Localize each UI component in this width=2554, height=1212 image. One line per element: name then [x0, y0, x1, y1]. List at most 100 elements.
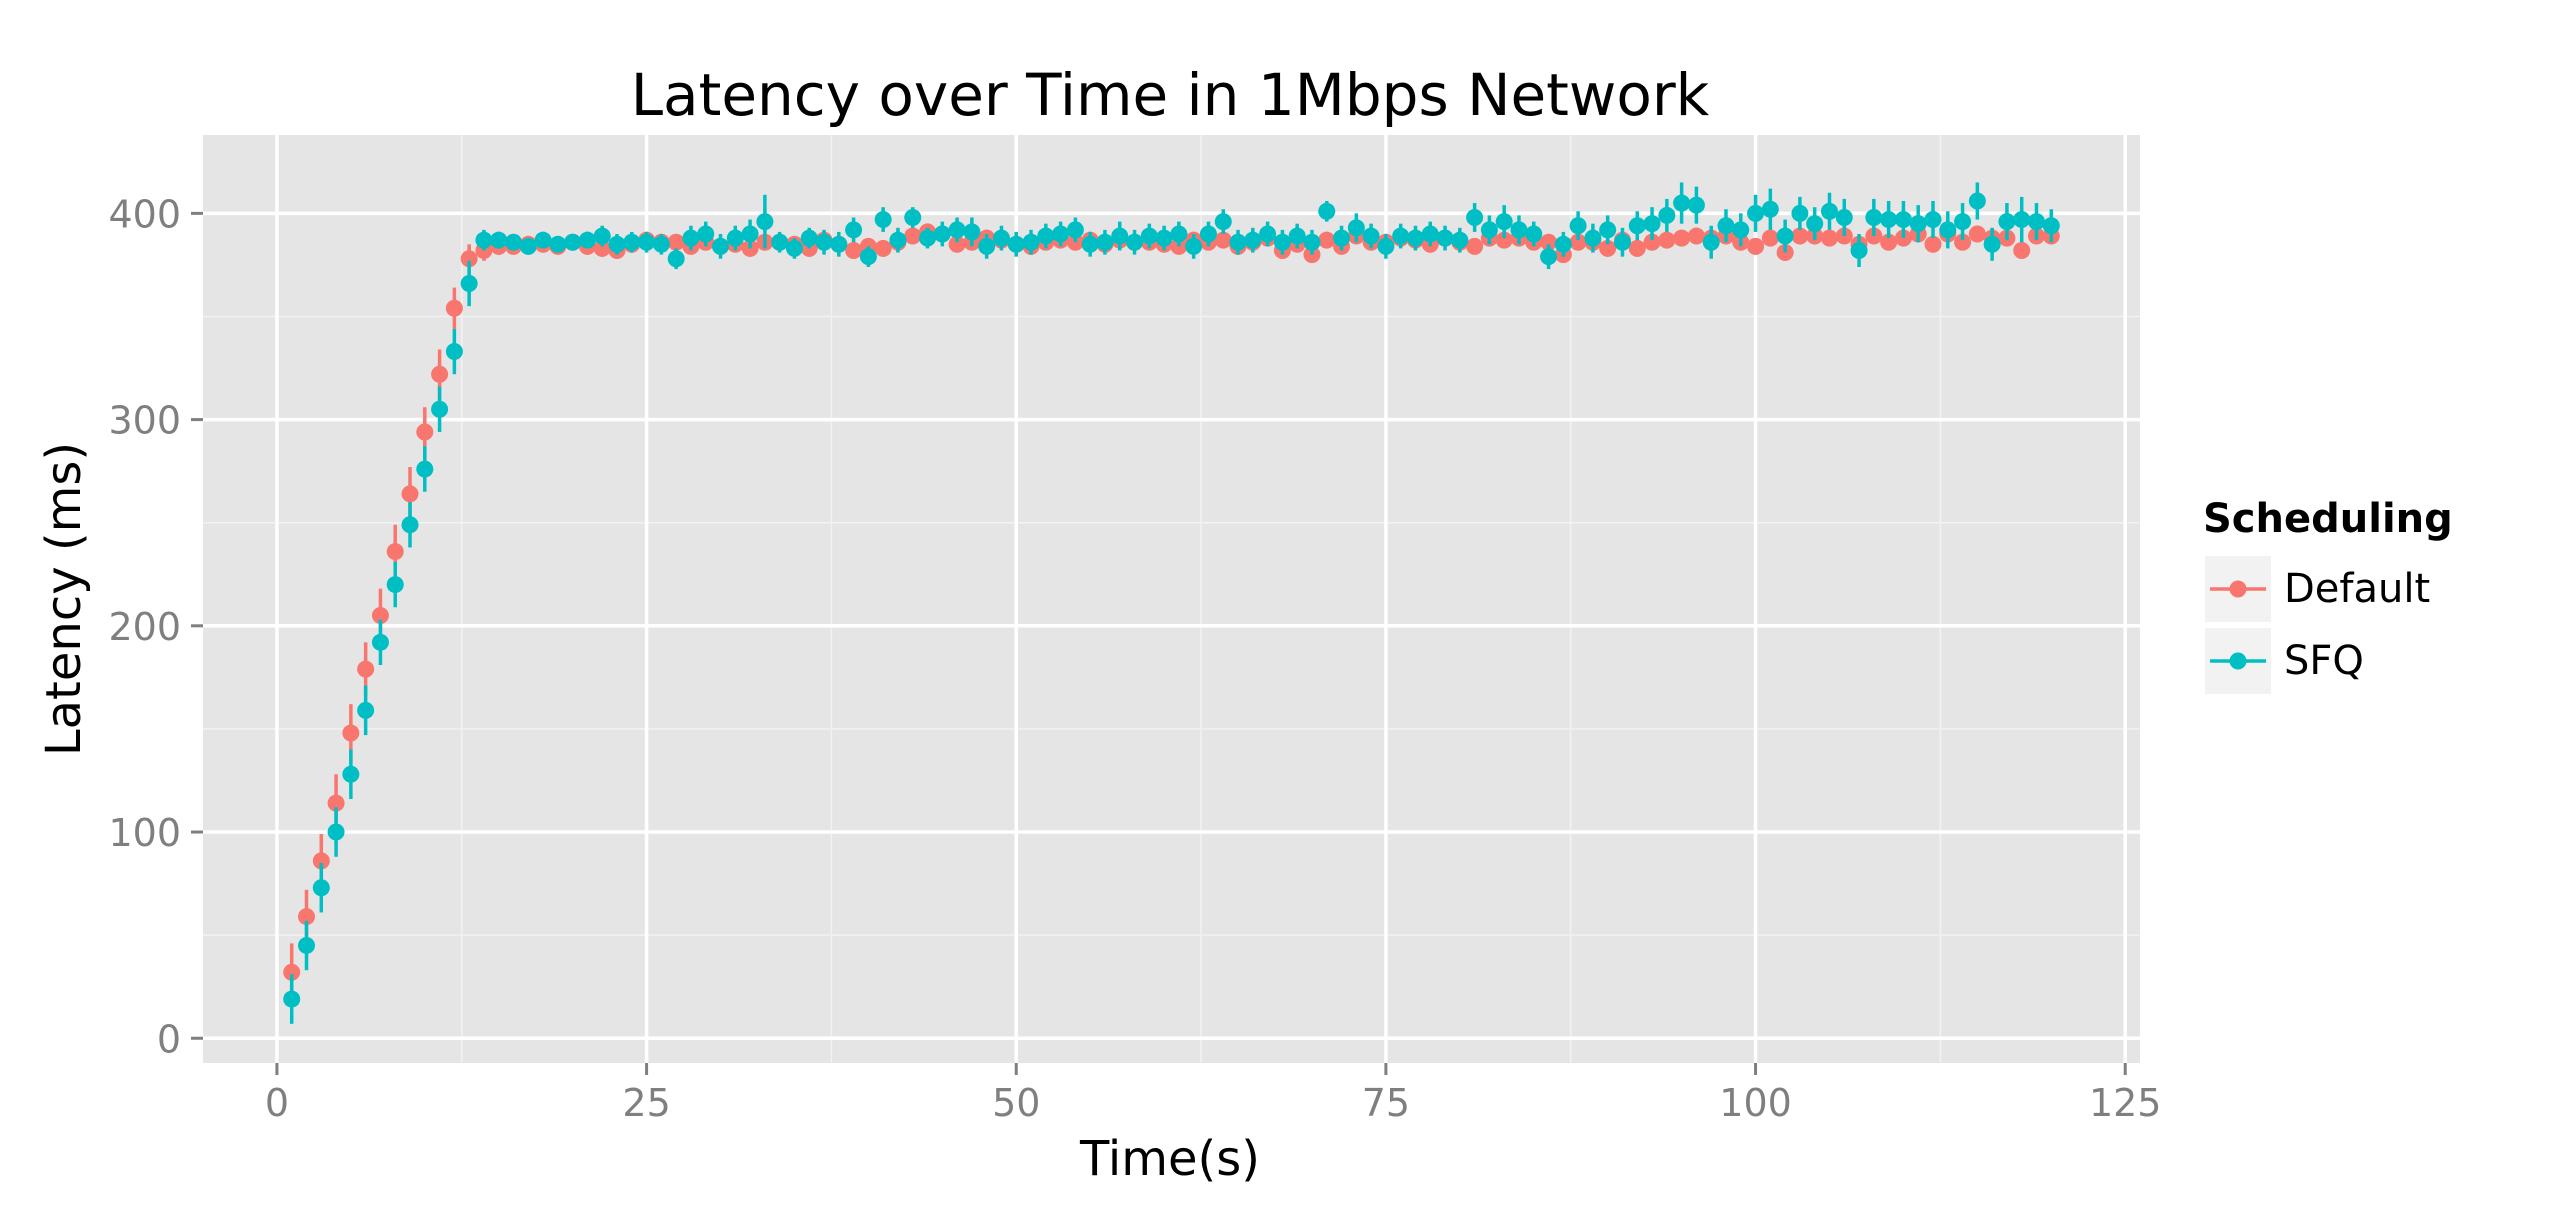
plot-background: [203, 135, 2140, 1063]
data-point-sfq: [1155, 229, 1173, 247]
data-point-sfq: [1880, 211, 1898, 229]
x-tick-label: 0: [265, 1081, 289, 1125]
data-point-sfq: [1288, 227, 1306, 245]
y-tick-label: 200: [108, 605, 181, 649]
data-point-sfq: [1673, 194, 1691, 212]
data-point-sfq: [1894, 211, 1912, 229]
data-point-sfq: [1540, 248, 1558, 266]
data-point-sfq: [1554, 235, 1572, 253]
data-point-sfq: [593, 227, 611, 245]
data-point-sfq: [667, 250, 685, 268]
y-tick-label: 300: [108, 399, 181, 443]
data-point-sfq: [386, 576, 404, 594]
data-point-sfq: [1628, 217, 1646, 235]
x-axis-label: Time(s): [1079, 1131, 1260, 1187]
data-point-default: [1968, 225, 1986, 243]
data-point-default: [593, 239, 611, 257]
legend: Scheduling Default SFQ: [2203, 496, 2453, 694]
series-sfq: [283, 182, 2060, 1024]
data-point-sfq: [1584, 229, 1602, 247]
data-point-sfq: [298, 936, 316, 954]
data-layer: [283, 182, 2060, 1024]
data-point-sfq: [1096, 233, 1114, 251]
data-point-sfq: [1658, 206, 1676, 224]
data-point-default: [445, 299, 463, 317]
data-point-sfq: [1761, 200, 1779, 218]
data-point-sfq: [1022, 233, 1040, 251]
data-point-sfq: [1525, 225, 1543, 243]
data-point-sfq: [519, 237, 537, 255]
data-point-sfq: [1318, 202, 1336, 220]
data-point-sfq: [578, 231, 596, 249]
legend-point-default: [2229, 580, 2247, 598]
data-point-default: [371, 606, 389, 624]
data-point-sfq: [1820, 202, 1838, 220]
data-point-sfq: [1199, 225, 1217, 243]
data-point-sfq: [1569, 217, 1587, 235]
data-point-sfq: [1081, 235, 1099, 253]
data-point-sfq: [1865, 208, 1883, 226]
data-point-sfq: [1303, 233, 1321, 251]
data-point-default: [1880, 233, 1898, 251]
data-point-sfq: [1185, 237, 1203, 255]
data-point-sfq: [1954, 213, 1972, 231]
data-point-sfq: [1613, 233, 1631, 251]
y-tick-label: 100: [108, 811, 181, 855]
x-tick-label: 25: [622, 1081, 670, 1125]
y-axis-label: Latency (ms): [36, 442, 92, 756]
data-point-sfq: [1170, 225, 1188, 243]
data-point-sfq: [1791, 204, 1809, 222]
data-point-sfq: [1007, 235, 1025, 253]
data-point-sfq: [475, 231, 493, 249]
legend-items: Default SFQ: [2205, 556, 2430, 694]
legend-title: Scheduling: [2203, 496, 2453, 542]
data-point-sfq: [357, 701, 375, 719]
data-point-sfq: [874, 211, 892, 229]
data-point-sfq: [859, 248, 877, 266]
data-point-sfq: [1776, 227, 1794, 245]
data-point-default: [431, 365, 449, 383]
x-tick-label: 125: [2089, 1081, 2162, 1125]
data-point-sfq: [1392, 227, 1410, 245]
data-point-default: [1747, 237, 1765, 255]
data-point-sfq: [1806, 215, 1824, 233]
data-point-sfq: [948, 221, 966, 239]
data-point-sfq: [564, 233, 582, 251]
data-point-sfq: [342, 765, 360, 783]
grid-major: [203, 135, 2140, 1063]
data-point-default: [1495, 231, 1513, 249]
data-point-default: [312, 852, 330, 870]
data-point-default: [1643, 233, 1661, 251]
data-point-default: [667, 233, 685, 251]
data-point-default: [401, 485, 419, 503]
data-point-sfq: [1126, 233, 1144, 251]
data-point-default: [1791, 227, 1809, 245]
data-point-sfq: [756, 213, 774, 231]
legend-item-default: Default: [2205, 556, 2430, 622]
data-point-sfq: [1939, 221, 1957, 239]
data-point-sfq: [505, 233, 523, 251]
data-point-default: [1540, 233, 1558, 251]
data-point-sfq: [2027, 213, 2045, 231]
data-point-default: [1569, 233, 1587, 251]
data-point-sfq: [1998, 213, 2016, 231]
data-point-sfq: [1687, 196, 1705, 214]
data-point-sfq: [1850, 241, 1868, 259]
data-point-sfq: [1421, 225, 1439, 243]
data-point-sfq: [1510, 221, 1528, 239]
data-point-default: [845, 241, 863, 259]
data-point-sfq: [2042, 217, 2060, 235]
plot-panel: [203, 135, 2140, 1063]
data-point-sfq: [682, 229, 700, 247]
data-point-sfq: [312, 879, 330, 897]
data-point-default: [357, 660, 375, 678]
data-point-sfq: [712, 237, 730, 255]
data-point-sfq: [1436, 229, 1454, 247]
data-point-default: [1673, 229, 1691, 247]
data-point-sfq: [1643, 215, 1661, 233]
data-point-sfq: [1244, 231, 1262, 249]
data-point-sfq: [1214, 213, 1232, 231]
data-point-default: [904, 227, 922, 245]
data-point-sfq: [815, 233, 833, 251]
x-tick-label: 100: [1719, 1081, 1792, 1125]
